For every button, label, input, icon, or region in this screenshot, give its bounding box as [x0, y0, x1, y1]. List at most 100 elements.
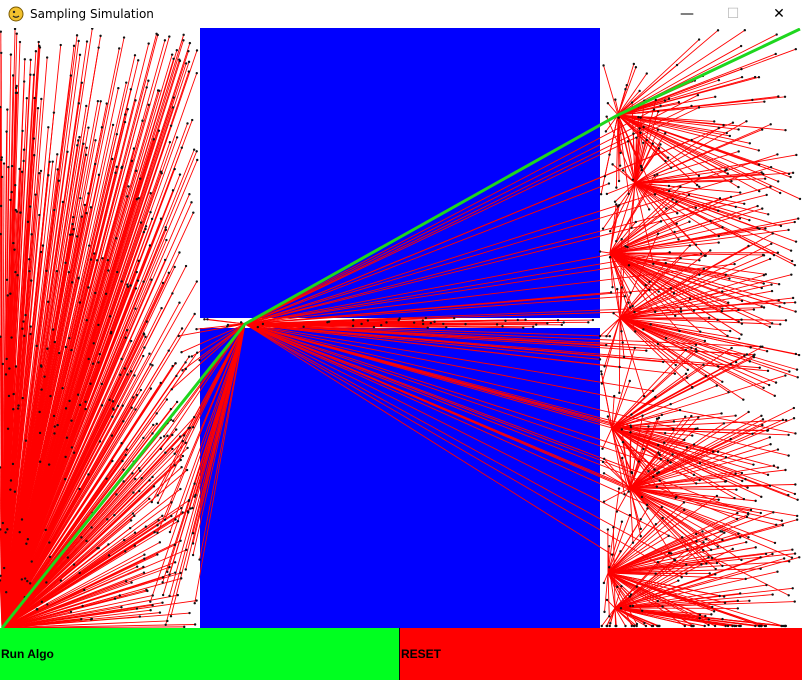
tree-node — [82, 142, 85, 145]
tree-node — [635, 622, 639, 626]
tree-node — [655, 485, 659, 488]
tree-node — [783, 95, 787, 99]
tree-node — [18, 167, 21, 171]
tree-node — [195, 280, 199, 283]
tree-node — [631, 304, 634, 308]
simulation-canvas[interactable] — [0, 27, 802, 629]
tree-edge — [614, 607, 617, 627]
tree-edge — [606, 317, 621, 337]
tree-node — [99, 34, 102, 38]
tree-node — [645, 503, 649, 507]
tree-node — [720, 412, 723, 415]
tree-node — [84, 400, 87, 403]
tree-node — [145, 588, 148, 592]
tree-edge — [609, 174, 658, 254]
tree-edge — [244, 323, 665, 444]
tree-edge — [617, 96, 716, 116]
tree-edge — [1, 239, 167, 629]
tree-node — [673, 230, 676, 234]
tree-edge — [603, 472, 631, 489]
tree-node — [4, 373, 8, 376]
tree-node — [12, 241, 15, 245]
tree-node — [52, 414, 56, 418]
tree-node — [606, 528, 610, 531]
tree-node — [182, 33, 185, 37]
close-button[interactable]: ✕ — [773, 6, 785, 22]
tree-node — [756, 204, 759, 208]
tree-node — [714, 567, 717, 571]
tree-node — [760, 414, 763, 417]
tree-edge — [615, 182, 636, 242]
tree-node — [724, 273, 728, 276]
tree-node — [157, 129, 161, 132]
tree-node — [79, 196, 82, 200]
maximize-button[interactable]: ☐ — [726, 6, 740, 22]
tree-node — [10, 164, 14, 168]
tree-node — [94, 139, 97, 142]
tree-node — [113, 597, 117, 600]
tree-node — [639, 518, 642, 521]
tree-node — [659, 220, 663, 223]
tree-node — [1, 521, 5, 525]
tree-node — [716, 545, 719, 548]
tree-node — [745, 515, 749, 519]
tree-node — [161, 514, 164, 518]
tree-edge — [1, 529, 47, 629]
tree-node — [733, 624, 736, 628]
tree-node — [729, 329, 732, 333]
tree-node — [158, 89, 161, 92]
tree-node — [171, 106, 175, 109]
tree-node — [11, 462, 15, 466]
tree-node — [107, 543, 110, 546]
tree-node — [726, 172, 729, 175]
tree-edge — [1, 119, 193, 629]
tree-node — [676, 212, 679, 215]
tree-node — [736, 607, 740, 610]
tree-node — [695, 482, 698, 485]
tree-node — [664, 132, 667, 135]
tree-node — [161, 601, 164, 604]
tree-node — [751, 98, 754, 102]
tree-node — [743, 202, 746, 206]
tree-node — [657, 110, 660, 113]
tree-edge — [1, 519, 176, 629]
tree-node — [195, 327, 198, 331]
tree-node — [623, 295, 627, 298]
tree-node — [641, 609, 644, 612]
tree-node — [196, 158, 199, 162]
tree-node — [193, 312, 196, 316]
tree-edge — [607, 416, 631, 489]
tree-node — [778, 305, 781, 308]
tree-edge — [611, 377, 688, 429]
tree-edge — [611, 414, 662, 429]
tree-node — [142, 565, 145, 569]
minimize-button[interactable]: — — [680, 6, 694, 22]
reset-button[interactable]: RESET — [400, 628, 802, 680]
tree-node — [134, 408, 137, 411]
tree-node — [642, 447, 645, 451]
tree-node — [784, 468, 787, 472]
tree-edge — [629, 411, 749, 489]
tree-node — [605, 115, 608, 118]
tree-edge — [1, 226, 147, 629]
tree-edge — [244, 322, 564, 325]
tree-node — [615, 203, 618, 206]
tree-edge — [611, 427, 676, 499]
tree-node — [160, 306, 163, 310]
tree-node — [174, 362, 177, 365]
tree-edge — [1, 566, 170, 629]
tree-node — [119, 373, 122, 377]
tree-edge — [181, 323, 246, 353]
tree-node — [123, 120, 127, 124]
tree-node — [717, 365, 720, 368]
tree-node — [787, 172, 791, 176]
tree-edge — [602, 461, 631, 489]
tree-node — [604, 130, 608, 133]
tree-edge — [1, 328, 23, 629]
tree-node — [89, 618, 93, 621]
tree-edge — [606, 116, 636, 184]
tree-node — [793, 263, 797, 267]
tree-node — [639, 131, 642, 134]
tree-node — [97, 323, 100, 327]
run-algo-button[interactable]: Run Algo — [0, 628, 400, 680]
